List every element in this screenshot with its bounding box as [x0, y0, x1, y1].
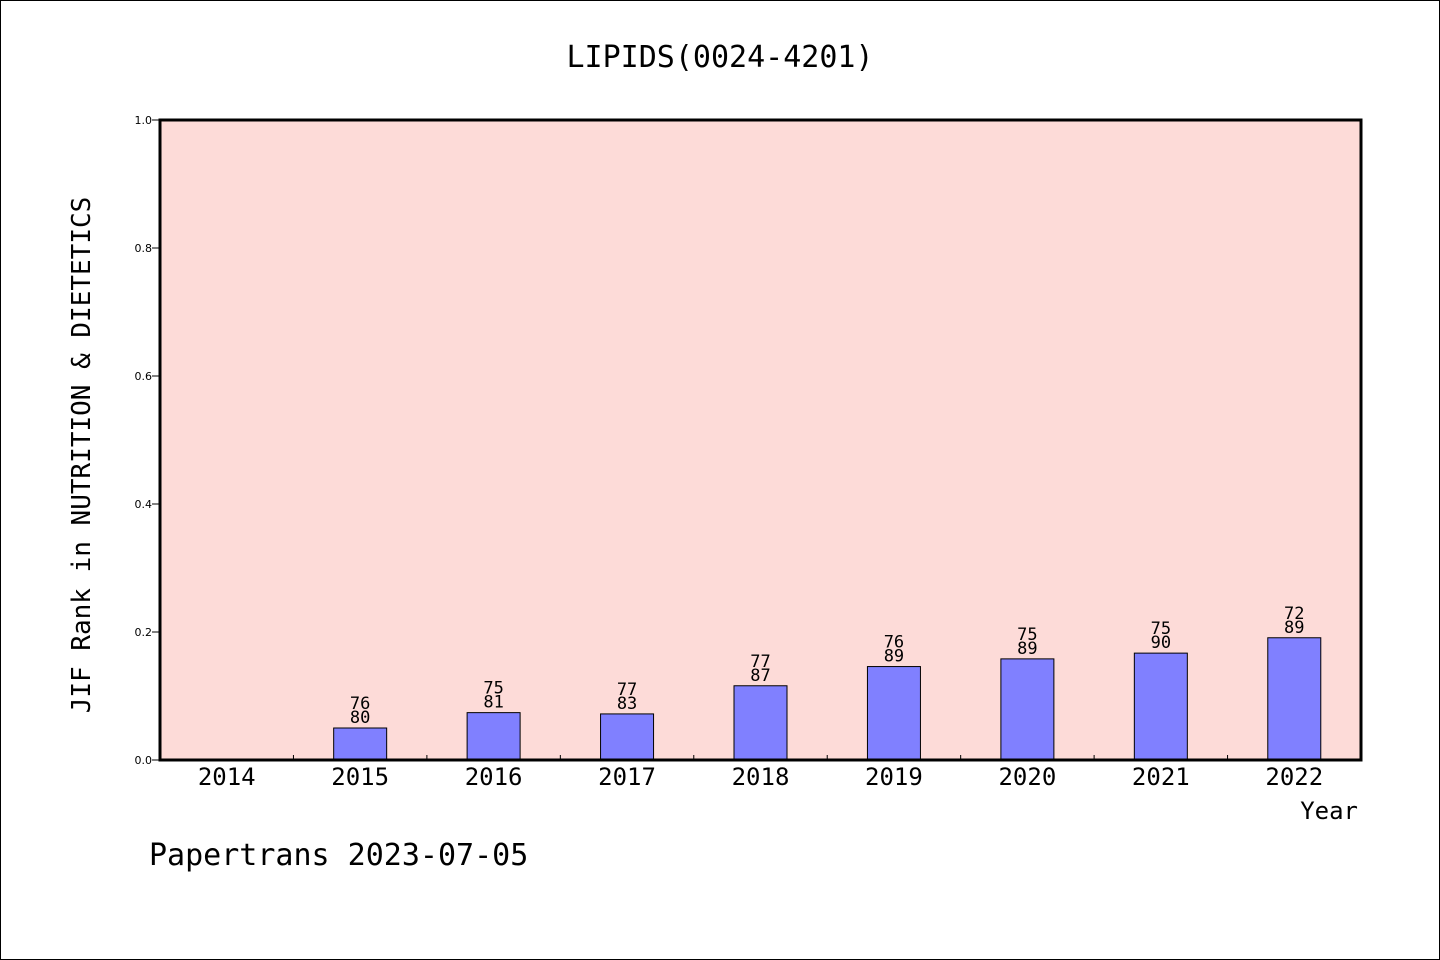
- bar-label-rank: 76: [884, 633, 904, 653]
- x-tick-label: 2019: [865, 763, 923, 791]
- y-axis-ticks: 0.0 0.2 0.4 0.6 0.8 1.0: [135, 114, 160, 767]
- bar-label-total: 87: [750, 666, 770, 686]
- x-axis-ticks: 2014 2015 2016 2017 2018 2019 2020 2021 2022: [198, 755, 1323, 791]
- bar-label-rank: 72: [1284, 604, 1304, 624]
- bar-label-rank: 77: [750, 652, 770, 672]
- y-tick-label: 0.0: [135, 754, 153, 767]
- bar-label-rank: 76: [350, 694, 370, 714]
- plot-frame: [158, 118, 1363, 762]
- bar-label-total: 83: [617, 694, 637, 714]
- x-tick-label: 2016: [465, 763, 523, 791]
- bar-label-total: 89: [1284, 618, 1304, 638]
- y-tick-label: 0.6: [135, 370, 153, 383]
- bar-2019: [866, 666, 921, 761]
- x-axis-label: Year: [1300, 797, 1358, 825]
- bar-2018: [733, 685, 788, 761]
- bar-label-total: 90: [1151, 633, 1171, 653]
- y-axis-label: JIF Rank in NUTRITION & DIETETICS: [67, 197, 97, 714]
- x-tick-label: 2015: [331, 763, 389, 791]
- bar-2020: [1000, 658, 1055, 761]
- y-tick-label: 1.0: [135, 114, 153, 127]
- footer-credit: Papertrans 2023-07-05: [149, 838, 528, 873]
- x-tick-label: 2020: [998, 763, 1056, 791]
- y-tick-label: 0.4: [135, 498, 153, 511]
- x-tick-label: 2022: [1265, 763, 1323, 791]
- bar-label-rank: 75: [483, 679, 503, 699]
- bar-label-total: 89: [1017, 639, 1037, 659]
- bar-label-rank: 77: [617, 680, 637, 700]
- bar-2021: [1133, 652, 1188, 761]
- bars-layer: [333, 637, 1322, 761]
- bar-2017: [600, 713, 655, 761]
- bar-2022: [1267, 637, 1322, 761]
- x-tick-label: 2017: [598, 763, 656, 791]
- y-tick-label: 0.2: [135, 626, 153, 639]
- bar-label-total: 89: [884, 647, 904, 667]
- x-tick-label: 2014: [198, 763, 256, 791]
- x-tick-label: 2018: [732, 763, 790, 791]
- bar-label-total: 80: [350, 708, 370, 728]
- chart-title: LIPIDS(0024-4201): [566, 40, 873, 75]
- x-tick-label: 2021: [1132, 763, 1190, 791]
- y-tick-label: 0.8: [135, 242, 153, 255]
- bar-label-rank: 75: [1151, 619, 1171, 639]
- bar-2015: [333, 727, 388, 761]
- bar-label-rank: 75: [1017, 625, 1037, 645]
- bar-2016: [466, 712, 521, 761]
- bar-label-total: 81: [483, 693, 503, 713]
